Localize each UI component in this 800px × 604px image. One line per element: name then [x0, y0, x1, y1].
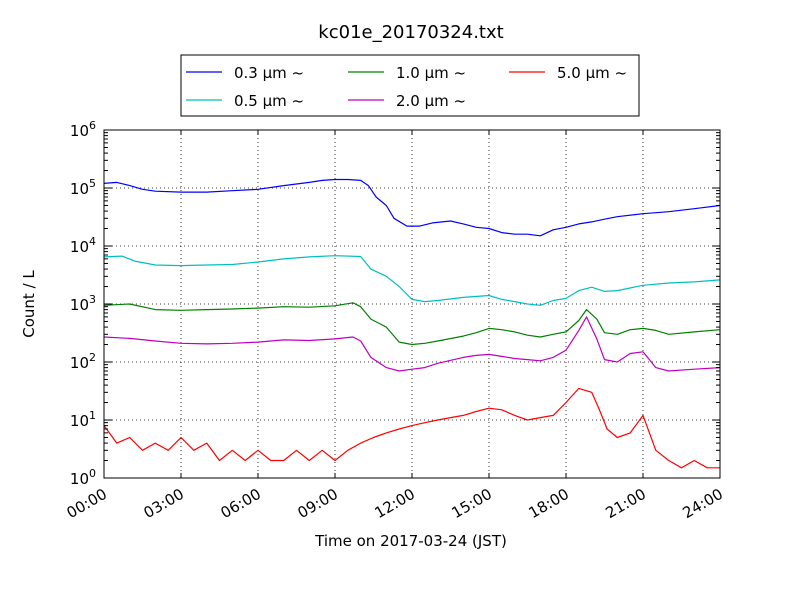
legend-frame [180, 54, 640, 117]
x-tick-label: 06:00 [218, 485, 264, 522]
grid-lines [104, 130, 720, 478]
x-tick-label: 00:00 [64, 485, 110, 522]
x-tick-label: 18:00 [526, 485, 572, 522]
series-line-2 [104, 302, 720, 346]
chart-title: kc01e_20170324.txt [318, 22, 503, 43]
x-tick-label: 24:00 [680, 485, 726, 522]
y-tick-label: 103 [70, 293, 96, 314]
y-axis-label: Count / L [20, 270, 38, 338]
legend-label-0: 0.3 μm ~ [234, 64, 304, 82]
x-tick-labels: 00:00 03:00 06:00 09:00 12:00 15:00 18:00 21:00… [64, 485, 726, 522]
y-tick-label: 102 [70, 351, 96, 372]
x-tick-label: 09:00 [295, 485, 341, 522]
axis-ticks [103, 129, 721, 479]
legend-label-2: 1.0 μm ~ [396, 64, 466, 82]
x-axis-label: Time on 2017-03-24 (JST) [314, 532, 507, 550]
y-tick-label: 101 [70, 409, 96, 430]
y-tick-label: 106 [70, 119, 96, 140]
series-line-0 [104, 178, 720, 237]
y-tick-label: 100 [70, 467, 96, 488]
series-lines [104, 178, 720, 469]
legend-label-4: 5.0 μm ~ [557, 64, 627, 82]
y-tick-labels: 100 101 102 103 104 105 106 [70, 119, 96, 488]
x-tick-label: 21:00 [603, 485, 649, 522]
x-tick-label: 12:00 [372, 485, 418, 522]
x-tick-label: 15:00 [449, 485, 495, 522]
legend-label-3: 2.0 μm ~ [396, 92, 466, 110]
legend-label-1: 0.5 μm ~ [234, 92, 304, 110]
x-tick-label: 03:00 [141, 485, 187, 522]
y-tick-label: 105 [70, 177, 96, 198]
series-line-1 [104, 255, 720, 306]
y-tick-label: 104 [70, 235, 96, 256]
series-line-3 [104, 316, 720, 372]
series-line-4 [104, 387, 720, 469]
legend: 0.3 μm ~ 0.5 μm ~ 1.0 μm ~ 2.0 μm ~ 5.0 μm ~ [180, 54, 640, 117]
